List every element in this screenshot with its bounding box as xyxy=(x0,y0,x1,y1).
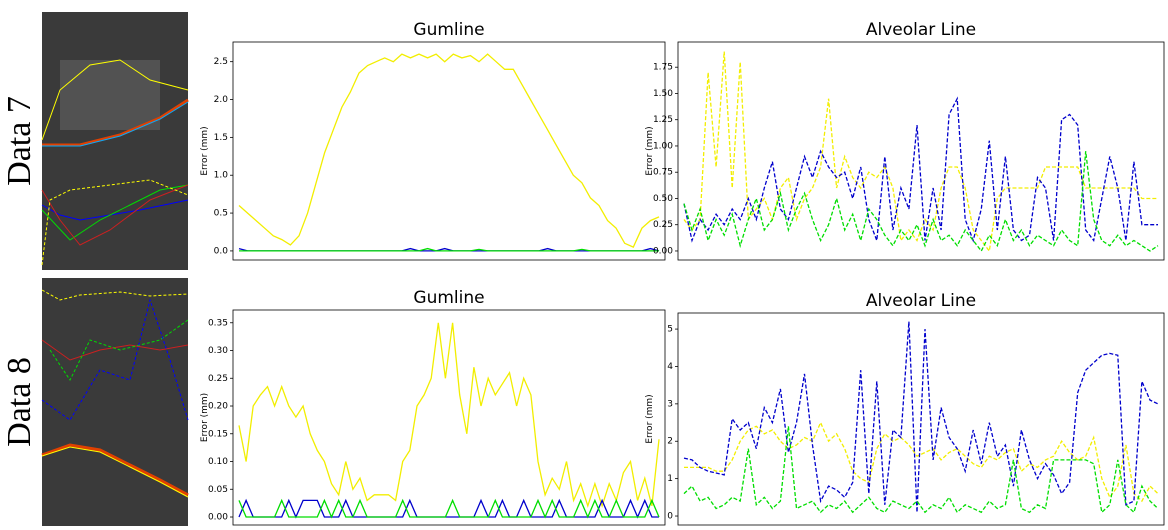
y-tick-label: 0.15 xyxy=(208,429,228,439)
data-line xyxy=(683,96,1158,243)
plot-frame xyxy=(232,309,666,526)
data-line xyxy=(683,51,1158,253)
chart-title: Gumline xyxy=(413,20,484,40)
y-tick-label: 0.20 xyxy=(208,402,228,412)
y-tick-label: 0 xyxy=(667,512,673,522)
y-tick-label: 0.5 xyxy=(214,209,228,219)
y-tick-label: 1.0 xyxy=(214,171,229,181)
y-tick-label: 0.0 xyxy=(214,246,229,256)
y-tick-label: 0.00 xyxy=(208,513,228,523)
image-data-8 xyxy=(41,278,189,526)
chart-title: Alveolar Line xyxy=(866,291,976,311)
data-line xyxy=(238,53,660,248)
y-tick-label: 5 xyxy=(667,325,673,335)
y-tick-label: 1.25 xyxy=(653,115,673,125)
y-axis-label: Error (mm) xyxy=(200,393,210,442)
y-tick-label: 0.10 xyxy=(208,457,228,467)
y-tick-label: 0.35 xyxy=(208,318,228,328)
y-axis-label: Error (mm) xyxy=(645,394,655,443)
y-tick-label: 2 xyxy=(667,437,673,447)
data-line xyxy=(238,322,660,509)
y-tick-label: 3 xyxy=(667,399,673,409)
y-tick-label: 2.5 xyxy=(214,57,228,67)
data-line xyxy=(238,498,660,519)
plot-frame xyxy=(232,41,666,261)
chart-title: Gumline xyxy=(413,288,484,308)
row-label: Data 7 xyxy=(1,96,38,186)
plot-frame xyxy=(677,41,1165,261)
data-line xyxy=(238,498,659,519)
data-line xyxy=(684,420,1159,503)
data-line xyxy=(239,247,659,252)
y-tick-label: 1.00 xyxy=(653,141,673,151)
chart-title: Alveolar Line xyxy=(866,20,976,40)
data-line xyxy=(683,426,1159,514)
y-tick-label: 0.30 xyxy=(208,346,228,356)
y-tick-label: 0.25 xyxy=(208,374,228,384)
y-tick-label: 1.75 xyxy=(653,63,673,73)
y-tick-label: 1.5 xyxy=(214,133,228,143)
y-tick-label: 0.25 xyxy=(653,220,673,230)
y-tick-label: 1.50 xyxy=(653,89,673,99)
y-axis-label: Error (mm) xyxy=(200,126,210,175)
y-axis-label: Error (mm) xyxy=(645,126,655,175)
y-tick-label: 0.05 xyxy=(208,485,228,495)
data-line xyxy=(683,151,1159,253)
image-data-7 xyxy=(41,12,189,270)
data-line xyxy=(683,321,1159,513)
y-tick-label: 0.00 xyxy=(653,246,673,256)
y-tick-label: 2.0 xyxy=(214,95,229,105)
plot-frame xyxy=(677,312,1165,526)
y-tick-label: 4 xyxy=(667,362,673,372)
y-tick-label: 1 xyxy=(667,474,673,484)
y-tick-label: 0.50 xyxy=(653,194,673,204)
row-label: Data 8 xyxy=(1,357,38,447)
y-tick-label: 0.75 xyxy=(653,168,673,178)
